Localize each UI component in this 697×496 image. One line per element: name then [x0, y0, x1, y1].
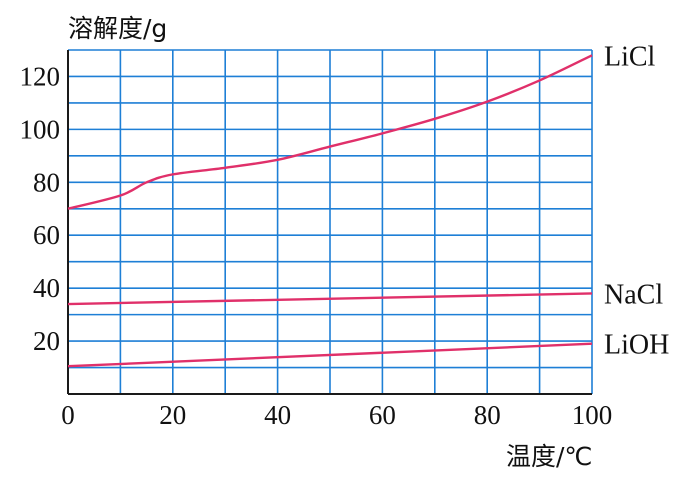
series-line-licl [67, 54, 593, 210]
grid [67, 49, 593, 395]
series-line-nacl [67, 292, 593, 306]
x-tick-label: 100 [572, 400, 613, 430]
y-tick-label: 40 [33, 273, 60, 303]
x-axis-title: 温度/℃ [506, 442, 593, 471]
y-tick-label: 20 [33, 326, 60, 356]
series-lines [67, 54, 593, 368]
series-labels: LiCl NaCl LiOH [604, 41, 669, 360]
y-tick-labels: 20 40 60 80 100 120 [20, 61, 61, 356]
x-tick-label: 0 [61, 400, 75, 430]
y-axis-title: 溶解度/g [68, 14, 167, 43]
series-line-lioh [67, 342, 593, 368]
x-tick-label: 60 [369, 400, 396, 430]
x-tick-label: 20 [159, 400, 186, 430]
series-label-nacl: NaCl [604, 279, 663, 310]
y-tick-label: 120 [20, 61, 61, 91]
y-tick-label: 80 [33, 167, 60, 197]
y-tick-label: 100 [20, 114, 61, 144]
x-tick-label: 80 [474, 400, 501, 430]
series-label-licl: LiCl [604, 41, 656, 72]
x-tick-label: 40 [264, 400, 291, 430]
y-tick-label: 60 [33, 220, 60, 250]
x-tick-labels: 0 20 40 60 80 100 [61, 400, 612, 430]
series-label-lioh: LiOH [604, 330, 669, 361]
